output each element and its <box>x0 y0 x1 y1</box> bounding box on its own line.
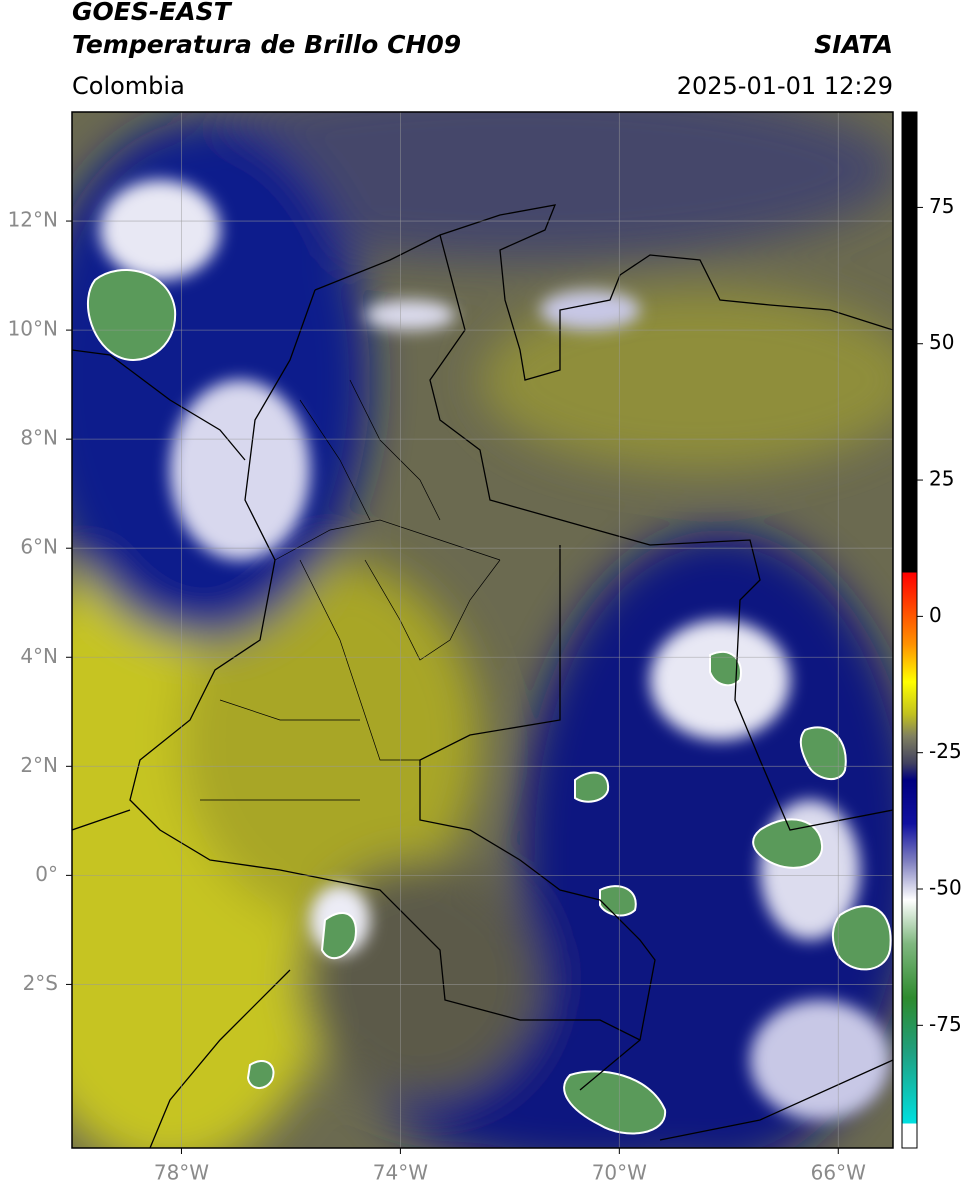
title: GOES-EAST <box>72 0 233 26</box>
y-tick-label: 0° <box>35 862 58 886</box>
satellite-image <box>72 112 893 1148</box>
colorbar-tick-label: 50 <box>929 330 954 354</box>
x-tick-label: 70°W <box>592 1161 647 1185</box>
y-tick-label: 12°N <box>8 208 58 232</box>
y-tick-label: 10°N <box>8 317 58 341</box>
colorbar-tick-label: -25 <box>929 739 962 763</box>
y-tick-label: 4°N <box>20 644 58 668</box>
colorbar-tick-label: -50 <box>929 876 962 900</box>
colorbar <box>901 111 918 1149</box>
subtitle: Temperatura de Brillo CH09 <box>72 30 461 59</box>
map-frame <box>71 111 894 1149</box>
colorbar-tick-label: 75 <box>929 194 954 218</box>
y-tick-label: 2°S <box>23 971 58 995</box>
y-tick-label: 8°N <box>20 426 58 450</box>
y-tick-label: 6°N <box>20 535 58 559</box>
x-tick-label: 78°W <box>154 1161 209 1185</box>
y-tick-label: 2°N <box>20 753 58 777</box>
colorbar-tick-label: 25 <box>929 467 954 491</box>
datetime: 2025-01-01 12:29 <box>677 72 893 100</box>
x-tick-label: 74°W <box>373 1161 428 1185</box>
region: Colombia <box>72 72 185 100</box>
x-tick-label: 66°W <box>811 1161 866 1185</box>
source: SIATA <box>814 30 893 59</box>
colorbar-tick-label: 0 <box>929 603 942 627</box>
colorbar-tick-label: -75 <box>929 1012 962 1036</box>
